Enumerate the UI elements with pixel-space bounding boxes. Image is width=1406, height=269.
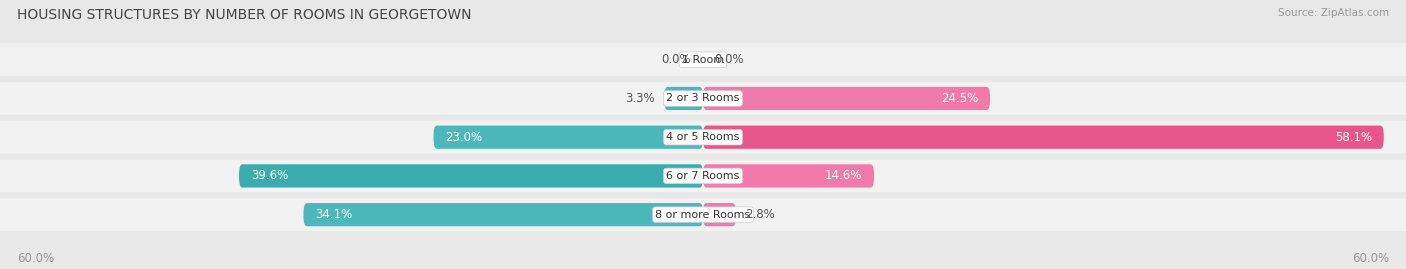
Text: 39.6%: 39.6%: [250, 169, 288, 182]
Text: HOUSING STRUCTURES BY NUMBER OF ROOMS IN GEORGETOWN: HOUSING STRUCTURES BY NUMBER OF ROOMS IN…: [17, 8, 471, 22]
FancyBboxPatch shape: [0, 160, 1406, 192]
FancyBboxPatch shape: [665, 87, 703, 110]
Text: 24.5%: 24.5%: [941, 92, 979, 105]
FancyBboxPatch shape: [703, 126, 1384, 149]
Text: 6 or 7 Rooms: 6 or 7 Rooms: [666, 171, 740, 181]
Text: 58.1%: 58.1%: [1334, 131, 1372, 144]
FancyBboxPatch shape: [239, 164, 703, 187]
Text: Source: ZipAtlas.com: Source: ZipAtlas.com: [1278, 8, 1389, 18]
Text: 34.1%: 34.1%: [315, 208, 353, 221]
Text: 1 Room: 1 Room: [682, 55, 724, 65]
Text: 2 or 3 Rooms: 2 or 3 Rooms: [666, 93, 740, 104]
Text: 4 or 5 Rooms: 4 or 5 Rooms: [666, 132, 740, 142]
FancyBboxPatch shape: [703, 164, 875, 187]
Text: 0.0%: 0.0%: [714, 53, 744, 66]
Text: 14.6%: 14.6%: [825, 169, 862, 182]
Text: 8 or more Rooms: 8 or more Rooms: [655, 210, 751, 220]
Text: 0.0%: 0.0%: [662, 53, 692, 66]
FancyBboxPatch shape: [433, 126, 703, 149]
Text: 3.3%: 3.3%: [626, 92, 655, 105]
FancyBboxPatch shape: [304, 203, 703, 226]
Text: 2.8%: 2.8%: [745, 208, 775, 221]
FancyBboxPatch shape: [0, 44, 1406, 76]
FancyBboxPatch shape: [0, 199, 1406, 231]
Text: 60.0%: 60.0%: [1353, 252, 1389, 265]
FancyBboxPatch shape: [0, 82, 1406, 115]
FancyBboxPatch shape: [703, 203, 735, 226]
FancyBboxPatch shape: [703, 87, 990, 110]
Text: 23.0%: 23.0%: [446, 131, 482, 144]
Text: 60.0%: 60.0%: [17, 252, 53, 265]
FancyBboxPatch shape: [0, 121, 1406, 153]
